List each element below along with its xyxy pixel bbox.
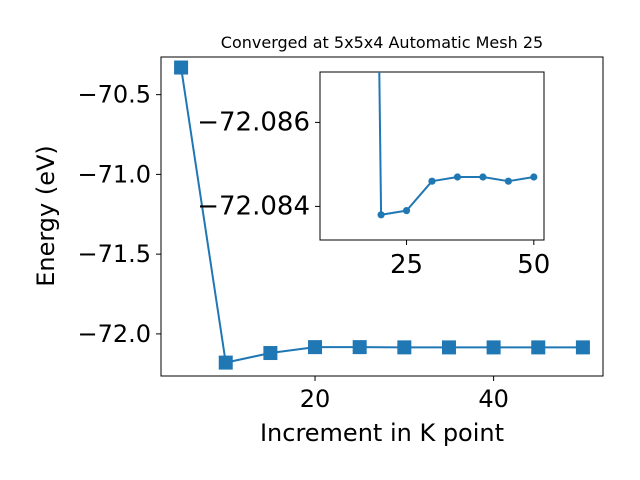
inset-data-point — [453, 173, 462, 181]
main-plot-frame — [160, 56, 604, 377]
main-data-point — [218, 355, 233, 370]
inset-axis-ticks: 25 50 −72.086 −72.084 — [197, 107, 550, 280]
main-data-point — [441, 340, 456, 355]
inset-data-point — [402, 207, 411, 215]
inset-series — [377, 72, 538, 219]
main-plot: 20 40 −70.5 −71.0 −71.5 −72.0 — [77, 56, 604, 413]
main-data-point — [486, 340, 501, 355]
inset-x-tick-label: 25 — [390, 250, 423, 280]
main-series — [174, 60, 590, 370]
main-y-tick-label: −70.5 — [77, 81, 151, 109]
main-series-line — [180, 67, 583, 364]
main-y-tick-label: −72.0 — [77, 320, 151, 348]
main-data-point — [308, 340, 323, 355]
chart-title: Converged at 5x5x4 Automatic Mesh 25 — [221, 33, 543, 52]
inset-plot-frame — [319, 71, 545, 241]
inset-series-line — [378, 72, 534, 216]
main-y-tick-label: −71.0 — [77, 160, 151, 188]
inset-y-tick-label: −72.086 — [197, 107, 310, 137]
inset-data-point — [479, 173, 487, 181]
x-axis-label: Increment in K point — [260, 419, 504, 447]
main-axis-ticks: 20 40 −70.5 −71.0 −71.5 −72.0 — [77, 81, 508, 413]
main-data-point — [174, 60, 189, 75]
main-x-tick-label: 20 — [300, 385, 331, 413]
inset-y-tick-label: −72.084 — [197, 191, 310, 221]
inset-x-tick-label: 50 — [517, 250, 550, 280]
inset-plot: 25 50 −72.086 −72.084 — [197, 71, 550, 280]
main-data-point — [263, 346, 278, 361]
inset-data-point — [428, 177, 436, 185]
main-data-point — [531, 340, 546, 355]
inset-data-point — [504, 177, 512, 185]
inset-data-point — [377, 211, 385, 219]
main-x-tick-label: 40 — [478, 385, 509, 413]
main-data-point — [397, 340, 412, 355]
main-y-tick-label: −71.5 — [77, 240, 151, 268]
inset-data-point — [530, 173, 538, 181]
main-data-point — [352, 340, 367, 355]
main-data-point — [575, 340, 590, 355]
y-axis-label: Energy (eV) — [32, 145, 60, 287]
